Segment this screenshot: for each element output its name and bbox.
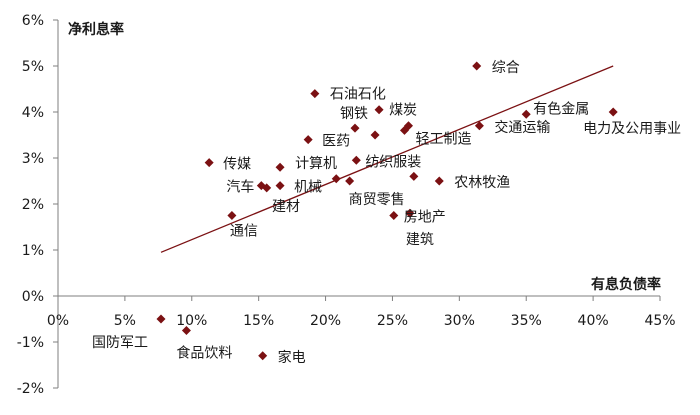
data-point xyxy=(262,183,272,193)
data-point xyxy=(434,176,444,186)
data-points xyxy=(156,61,618,361)
y-tick-label: 0% xyxy=(22,289,44,305)
data-point xyxy=(370,130,380,140)
y-tick-label: 2% xyxy=(22,197,44,213)
point-label: 传媒 xyxy=(223,157,251,173)
y-tick-label: 1% xyxy=(22,243,44,259)
point-label: 钢铁 xyxy=(340,106,368,122)
x-tick-label: 30% xyxy=(444,313,475,329)
data-point xyxy=(374,105,384,115)
point-label: 石油石化 xyxy=(330,87,386,103)
point-label: 纺织服装 xyxy=(365,154,421,170)
data-point xyxy=(472,61,482,71)
data-point xyxy=(474,121,484,131)
data-point xyxy=(303,135,313,145)
data-point xyxy=(608,107,618,117)
point-label: 交通运输 xyxy=(494,119,550,136)
y-tick-label: 3% xyxy=(22,151,44,167)
point-label: 农林牧渔 xyxy=(454,175,510,191)
data-point xyxy=(350,123,360,133)
point-label: 通信 xyxy=(230,224,258,240)
data-point xyxy=(399,125,409,135)
x-tick-label: 15% xyxy=(243,313,274,329)
point-label: 汽车 xyxy=(226,179,254,196)
data-point xyxy=(181,326,191,335)
x-axis-title: 有息负债率 xyxy=(591,276,661,293)
x-tick-label: 0% xyxy=(47,313,69,329)
point-label: 煤炭 xyxy=(389,103,417,119)
data-point xyxy=(310,89,320,99)
trendline xyxy=(160,65,614,253)
x-tick-label: 35% xyxy=(511,313,542,329)
data-point xyxy=(275,181,285,191)
data-point xyxy=(405,208,415,218)
x-tick-label: 45% xyxy=(644,313,675,329)
point-label: 机械 xyxy=(294,180,322,196)
point-label: 综合 xyxy=(492,60,520,76)
point-label: 医药 xyxy=(322,134,350,150)
point-label: 建材 xyxy=(272,199,300,215)
data-point xyxy=(331,174,341,184)
point-label: 建筑 xyxy=(406,232,434,248)
data-point xyxy=(156,314,166,324)
point-label: 轻工制造 xyxy=(415,131,471,147)
y-tick-label: -2% xyxy=(17,381,44,397)
y-tick-label: -1% xyxy=(17,335,44,351)
x-tick-label: 10% xyxy=(176,313,207,329)
y-tick-label: 6% xyxy=(22,13,44,29)
y-tick-label: 4% xyxy=(22,105,44,121)
data-point xyxy=(275,162,285,172)
x-tick-label: 25% xyxy=(377,313,408,329)
y-tick-label: 5% xyxy=(22,59,44,75)
data-point xyxy=(204,158,214,168)
data-point xyxy=(351,155,361,165)
x-tick-label: 20% xyxy=(310,313,341,329)
point-label: 食品饮料 xyxy=(176,345,232,362)
data-point xyxy=(389,211,399,220)
data-point xyxy=(409,171,419,181)
data-point xyxy=(521,109,531,119)
point-label: 商贸零售 xyxy=(349,192,405,208)
point-label: 家电 xyxy=(278,349,306,366)
trendline-layer xyxy=(160,65,614,253)
point-label: 电力及公用事业 xyxy=(583,121,681,137)
point-label: 房地产 xyxy=(404,210,446,226)
axes: -2%-1%0%1%2%3%4%5%6%0% 5% 10% 15% 20% 25% 30% 3… xyxy=(17,13,676,397)
y-axis-title: 净利息率 xyxy=(68,21,124,38)
x-tick-label: 40% xyxy=(578,313,609,329)
point-label: 计算机 xyxy=(295,156,337,172)
point-label: 国防军工 xyxy=(92,335,148,351)
data-point xyxy=(258,351,268,361)
data-point xyxy=(345,176,355,186)
data-point xyxy=(227,211,237,220)
x-tick-label: 5% xyxy=(114,313,136,329)
point-label: 有色金属 xyxy=(533,100,589,117)
